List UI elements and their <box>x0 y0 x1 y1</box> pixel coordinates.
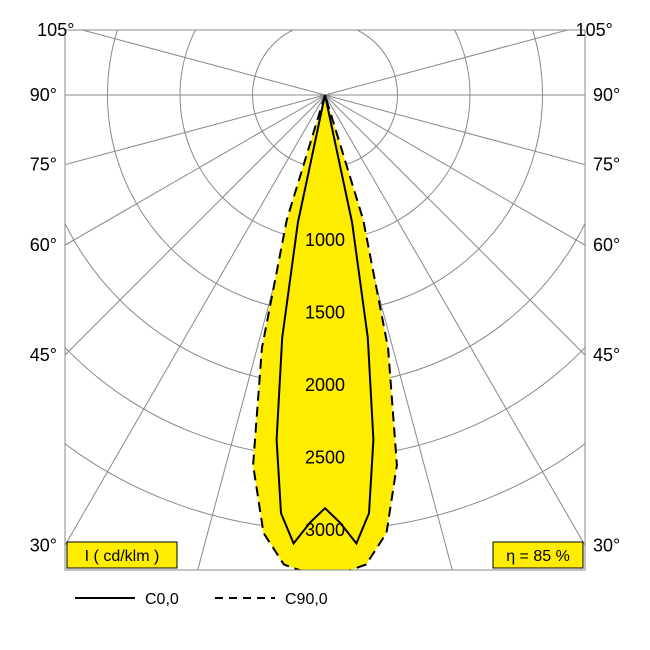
radial-tick-label: 3000 <box>305 520 345 540</box>
legend-c90-label: C90,0 <box>285 591 328 608</box>
angle-label-left: 60° <box>30 235 57 255</box>
angle-label-left: 75° <box>30 155 57 175</box>
angle-label-left: 30° <box>30 535 57 555</box>
angle-label-right: 90° <box>593 85 620 105</box>
angle-label-right: 30° <box>593 535 620 555</box>
angle-label-left: 105° <box>37 20 74 40</box>
legend-c0-label: C0,0 <box>145 591 179 608</box>
eta-box-label: η = 85 % <box>506 548 570 565</box>
photometric-polar-diagram: 1000 1500 2000 2500 3000 30° 30° 45° 45° 60° 60° 75… <box>0 0 650 650</box>
radial-tick-label: 2000 <box>305 375 345 395</box>
angle-label-right: 75° <box>593 155 620 175</box>
intensity-lobe-fill <box>253 95 397 574</box>
unit-box-label: I ( cd/klm ) <box>85 548 160 565</box>
angle-label-left: 90° <box>30 85 57 105</box>
angular-gridline <box>325 0 650 95</box>
radial-tick-label: 1500 <box>305 303 345 323</box>
radial-tick-label: 2500 <box>305 448 345 468</box>
radial-tick-label: 1000 <box>305 230 345 250</box>
angle-label-right: 60° <box>593 235 620 255</box>
angular-gridline <box>0 0 325 95</box>
angle-label-right: 45° <box>593 345 620 365</box>
angle-label-left: 45° <box>30 345 57 365</box>
angle-label-right: 105° <box>576 20 613 40</box>
